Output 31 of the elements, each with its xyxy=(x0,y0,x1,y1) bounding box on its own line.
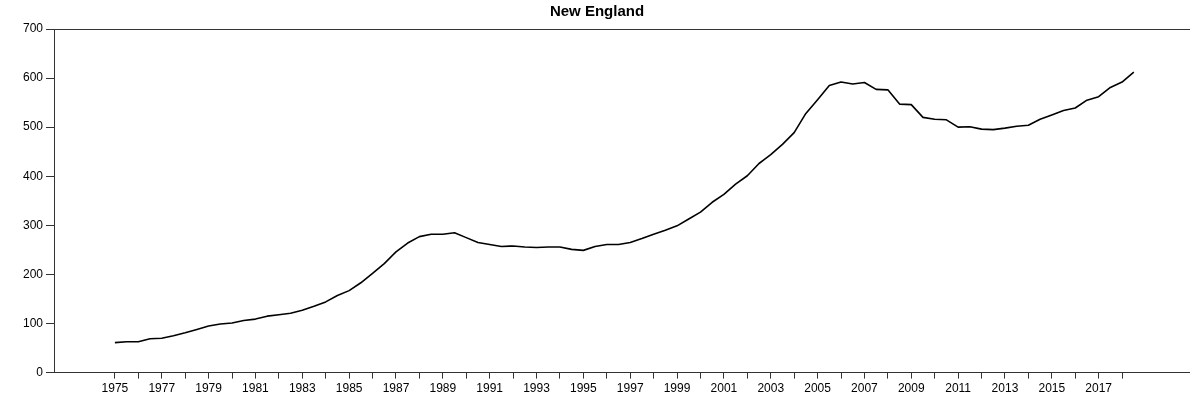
x-tick-label: 1995 xyxy=(570,381,598,396)
x-tick-label: 2011 xyxy=(945,381,972,396)
x-tick-label: 1975 xyxy=(101,381,129,396)
x-tick-label: 1983 xyxy=(288,381,316,396)
x-tick-label: 1993 xyxy=(523,381,551,396)
x-tick-label: 1981 xyxy=(242,381,270,396)
y-tick-label: 100 xyxy=(22,315,44,330)
x-tick-label: 1989 xyxy=(429,381,457,396)
y-tick-label: 700 xyxy=(22,21,44,36)
y-tick-label: 500 xyxy=(22,119,44,134)
y-tick-label: 200 xyxy=(22,266,44,281)
x-tick-label: 1999 xyxy=(663,381,691,396)
chart-title: New England xyxy=(549,2,645,20)
x-tick-label: 2003 xyxy=(757,381,785,396)
x-tick-label: 1979 xyxy=(195,381,223,396)
y-tick-label: 400 xyxy=(22,168,44,183)
x-tick-label: 1991 xyxy=(476,381,504,396)
x-tick-label: 2015 xyxy=(1038,381,1066,396)
y-tick-label: 300 xyxy=(22,217,44,232)
x-tick-label: 1997 xyxy=(616,381,644,396)
x-tick-label: 2005 xyxy=(804,381,832,396)
y-tick-label: 0 xyxy=(36,364,44,379)
x-tick-label: 1977 xyxy=(148,381,176,396)
x-tick-label: 2007 xyxy=(851,381,879,396)
y-tick-label: 600 xyxy=(22,70,44,85)
x-tick-label: 2001 xyxy=(710,381,738,396)
x-tick-label: 2017 xyxy=(1085,381,1113,396)
x-tick-label: 2009 xyxy=(897,381,925,396)
x-tick-label: 1985 xyxy=(335,381,363,396)
x-tick-label: 2013 xyxy=(991,381,1019,396)
x-tick-label: 1987 xyxy=(382,381,410,396)
